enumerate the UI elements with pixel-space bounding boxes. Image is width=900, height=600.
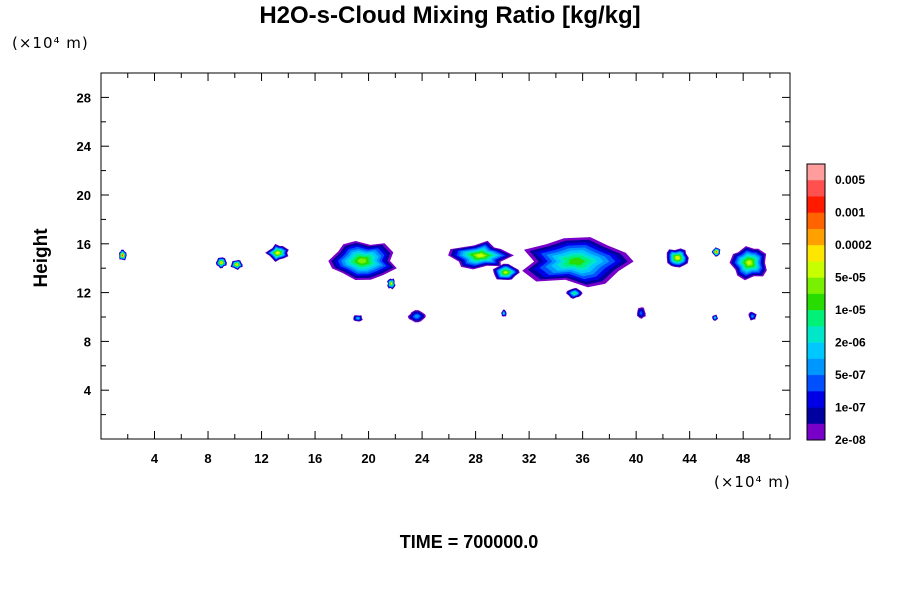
x-tick-label: 28	[468, 451, 482, 466]
cloud-region	[387, 278, 396, 290]
cloud-region	[729, 246, 767, 281]
cloud-contour	[573, 292, 576, 295]
cloud-contour	[503, 312, 505, 314]
plot-frame	[100, 72, 791, 440]
y-tick-label: 16	[77, 237, 91, 252]
cloud-field	[119, 237, 767, 323]
x-tick-label: 48	[736, 451, 750, 466]
x-tick-label: 4	[151, 451, 159, 466]
cloud-region	[566, 287, 583, 299]
cloud-contour	[220, 262, 222, 264]
colorbar-frame	[806, 163, 826, 441]
cloud-region	[712, 314, 718, 321]
colorbar-label: 2e-06	[835, 336, 866, 350]
x-tick-label: 32	[522, 451, 536, 466]
cloud-contour	[414, 314, 420, 318]
colorbar-swatch	[807, 228, 825, 246]
colorbar-swatch	[807, 164, 825, 181]
chart-title: H2O-s-Cloud Mixing Ratio [kg/kg]	[259, 2, 641, 29]
y-tick-label: 24	[77, 139, 92, 154]
cloud-region	[522, 237, 634, 288]
cloud-region	[448, 240, 514, 270]
cloud-region	[492, 263, 520, 280]
cloud-region	[666, 248, 689, 268]
colorbar-swatch	[807, 180, 825, 197]
colorbar-label: 2e-08	[835, 433, 866, 447]
y-tick-label: 20	[77, 188, 91, 203]
colorbar-swatch	[807, 391, 825, 408]
colorbar-swatch	[807, 196, 825, 214]
x-tick-label: 20	[361, 451, 375, 466]
cloud-contour	[716, 251, 717, 253]
x-tick-label: 44	[682, 451, 697, 466]
colorbar-swatch	[807, 261, 825, 278]
cloud-contour	[357, 258, 367, 264]
x-tick-label: 24	[415, 451, 430, 466]
cloud-contour	[568, 257, 586, 266]
cloud-region	[353, 315, 363, 322]
cloud-region	[265, 243, 289, 262]
x-tick-label: 8	[204, 451, 211, 466]
cloud-contour	[746, 260, 752, 265]
cloud-contour	[356, 317, 359, 319]
x-tick-label: 40	[629, 451, 643, 466]
cloud-region	[328, 241, 397, 280]
cloud-contour	[714, 317, 716, 319]
cloud-contour	[236, 264, 238, 266]
cloud-contour	[122, 254, 123, 256]
cloud-region	[119, 249, 127, 261]
y-tick-label: 4	[84, 383, 92, 398]
colorbar-swatch	[807, 245, 825, 262]
colorbar-label: 1e-05	[835, 303, 866, 317]
cloud-contour	[476, 253, 485, 258]
colorbar-label: 1e-07	[835, 401, 866, 415]
colorbar-label: 0.0002	[835, 238, 872, 252]
colorbar-label: 5e-07	[835, 368, 866, 382]
colorbar-swatch	[807, 293, 825, 311]
cloud-contour	[504, 271, 508, 274]
cloud-region	[501, 309, 507, 317]
colorbar-swatch	[807, 310, 825, 327]
colorbar-swatch	[807, 423, 825, 441]
cloud-contour	[751, 315, 754, 318]
cloud-contour	[639, 311, 643, 316]
y-tick-label: 28	[77, 90, 91, 105]
y-axis-unit: (×10⁴ m)	[12, 34, 89, 52]
cloud-region	[637, 307, 646, 319]
cloud-region	[748, 311, 757, 321]
cloud-contour	[676, 256, 679, 259]
x-axis-unit: (×10⁴ m)	[714, 473, 791, 491]
cloud-region	[230, 260, 243, 270]
colorbar-label: 0.005	[835, 173, 865, 187]
colorbar-swatch	[807, 407, 825, 425]
time-label: TIME = 700000.0	[399, 532, 539, 552]
colorbar-swatch	[807, 326, 825, 343]
cloud-region	[215, 257, 227, 269]
x-tick-label: 12	[254, 451, 268, 466]
colorbar: 0.005 0.001 0.0002 5e-05 1e-05 2e-06 5e-07 1e-0…	[806, 163, 872, 447]
cloud-contour	[276, 251, 279, 254]
colorbar-swatch	[807, 212, 825, 230]
colorbar-swatch	[807, 342, 825, 360]
cloud-region	[407, 310, 426, 323]
cloud-region	[711, 247, 721, 257]
x-tick-label: 36	[575, 451, 589, 466]
y-tick-label: 12	[77, 286, 91, 301]
colorbar-swatch	[807, 358, 825, 376]
y-tick-label: 8	[84, 334, 91, 349]
colorbar-swatch	[807, 277, 825, 295]
colorbar-label: 0.001	[835, 206, 865, 220]
x-tick-label: 16	[308, 451, 322, 466]
cloud-contour	[390, 282, 392, 285]
colorbar-label: 5e-05	[835, 271, 866, 285]
colorbar-swatch	[807, 375, 825, 392]
